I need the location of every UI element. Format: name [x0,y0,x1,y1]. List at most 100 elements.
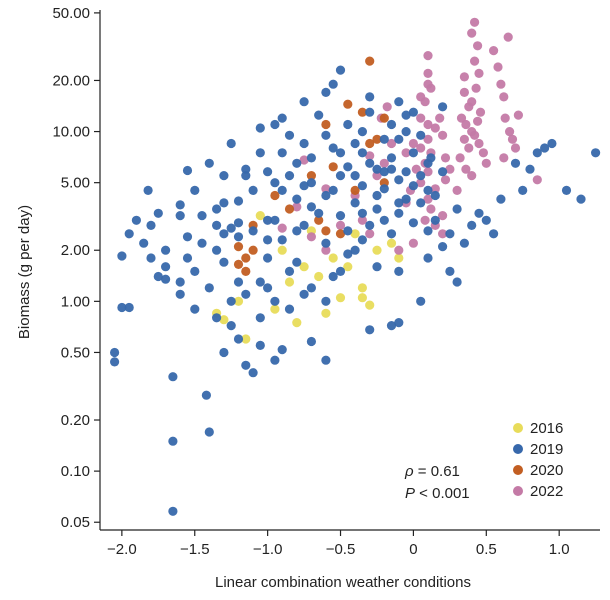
data-point-2016 [372,245,382,255]
data-point-2019 [226,296,236,306]
data-point-2019 [372,190,382,201]
data-point-2020 [233,259,244,269]
x-tick-label: 1.0 [549,541,570,558]
data-point-2019 [226,138,236,149]
y-tick-label: 20.00 [52,72,90,89]
data-point-2019 [182,232,193,242]
data-point-2019 [328,79,338,89]
data-point-2022 [386,138,397,149]
data-point-2019 [299,138,309,149]
data-point-2019 [561,185,572,195]
data-point-2019 [299,181,309,191]
data-point-2022 [423,194,433,204]
data-point-2022 [382,102,392,112]
data-point-2019 [263,253,273,263]
data-point-2019 [146,253,156,263]
data-point-2022 [470,17,480,27]
data-point-2019 [328,143,338,153]
data-point-2019 [241,171,251,181]
data-point-2019 [168,436,178,446]
data-point-2019 [270,178,280,188]
data-point-2022 [423,119,433,130]
data-point-2020 [328,162,338,172]
data-point-2019 [314,110,324,120]
data-point-2020 [241,266,251,276]
data-point-2019 [576,194,586,204]
data-point-2022 [473,116,483,126]
data-point-2019 [204,283,214,293]
data-point-2022 [416,113,426,123]
data-point-2019 [408,218,418,228]
data-point-2019 [518,185,528,195]
y-tick-label: 0.20 [61,412,90,429]
data-point-2019 [233,232,244,242]
data-point-2016 [314,271,324,282]
data-point-2019 [248,368,258,378]
data-point-2019 [379,167,389,177]
data-point-2016 [350,229,360,239]
data-point-2020 [321,226,331,236]
data-point-2019 [386,321,397,331]
data-point-2022 [467,97,477,107]
data-point-2020 [306,171,316,181]
data-point-2020 [365,138,375,149]
data-point-2020 [372,134,382,144]
legend-marker-2019 [513,444,523,454]
data-point-2019 [270,296,280,306]
data-point-2019 [161,274,171,284]
data-point-2022 [372,171,382,181]
data-point-2022 [445,164,455,174]
data-point-2019 [343,249,353,259]
data-point-2019 [452,277,462,287]
data-point-2019 [292,257,302,267]
data-point-2022 [435,113,445,123]
data-point-2019 [182,165,193,176]
data-point-2020 [335,229,346,239]
data-point-2022 [470,56,480,66]
x-tick-label: −1.0 [253,541,283,558]
data-point-2022 [430,123,440,133]
data-point-2019 [328,185,338,195]
data-point-2019 [212,204,222,214]
data-point-2019 [255,123,265,133]
data-point-2022 [426,204,436,214]
data-point-2022 [423,79,433,89]
x-tick-label: 0.5 [476,541,497,558]
data-point-2019 [416,171,426,181]
data-point-2019 [284,304,295,314]
data-point-2019 [233,334,244,344]
data-point-2020 [314,215,324,225]
data-point-2022 [510,143,521,153]
data-point-2019 [438,102,448,112]
data-point-2019 [143,185,153,195]
data-point-2022 [505,127,515,137]
data-point-2019 [379,134,389,144]
data-point-2019 [423,253,433,263]
data-point-2022 [456,113,467,123]
data-point-2022 [401,148,411,158]
data-point-2019 [270,119,280,130]
data-point-2022 [473,41,483,51]
y-axis-title: Biomass (g per day) [16,205,33,339]
data-point-2019 [212,245,222,255]
data-point-2019 [226,223,236,233]
data-point-2019 [386,229,397,239]
data-point-2022 [423,134,433,144]
data-point-2019 [401,167,411,177]
y-tick-label: 2.00 [61,242,90,259]
x-tick-label: −0.5 [326,541,356,558]
p-annotation: P < 0.001 [405,485,470,502]
stats-annotation: ρ = 0.61 P < 0.001 [404,463,470,502]
data-point-2019 [110,357,120,367]
data-point-2019 [372,164,382,174]
data-point-2020 [248,245,258,255]
data-point-2019 [255,340,265,350]
data-point-2019 [321,355,331,365]
data-point-2019 [277,148,287,158]
data-point-2019 [386,119,397,130]
data-point-2016 [219,315,229,325]
data-point-2019 [394,97,404,107]
data-point-2016 [365,300,375,310]
data-point-2022 [321,245,331,255]
data-point-2019 [306,336,316,347]
